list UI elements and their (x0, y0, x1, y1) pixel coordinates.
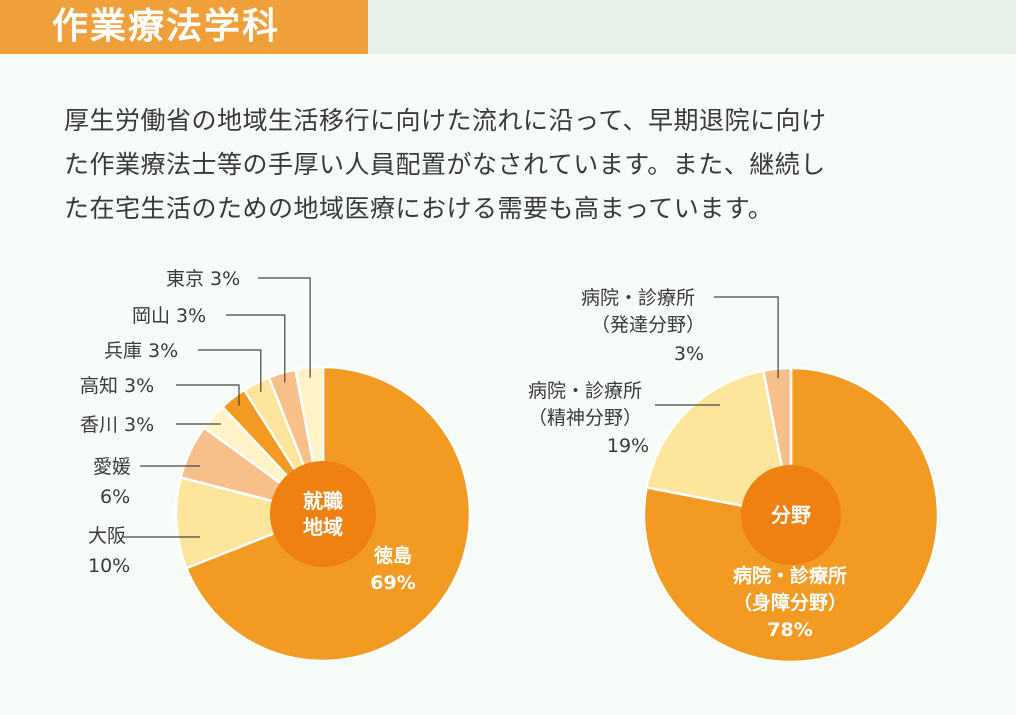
pie1-label-value-0: 69% (370, 572, 415, 594)
pie1-leader-7 (258, 277, 311, 378)
pie2-label-name-1b: （精神分野） (528, 407, 642, 429)
pie1-leader-3 (176, 423, 221, 425)
pie1-label-5: 兵庫 3% (104, 340, 178, 362)
title-bar: 作業療法学科 (0, 0, 368, 54)
pie2-leader-2 (714, 296, 779, 378)
pie1-label-7: 東京 3% (166, 268, 240, 290)
description-paragraph: 厚生労働省の地域生活移行に向けた流れに沿って、早期退院に向け た作業療法士等の手… (64, 99, 984, 231)
pie1-label-value-2: 6% (100, 486, 130, 508)
pie1-label-name-2: 愛媛 (93, 456, 131, 478)
pie1-center-label-1: 地域 (303, 515, 343, 539)
pie1-label-3: 香川 3% (80, 414, 154, 436)
pie1-leader-6 (226, 314, 286, 383)
pie1-label-4: 高知 3% (80, 375, 154, 397)
pie2-center-circle (741, 465, 841, 565)
pie2-label-value-0: 78% (767, 619, 812, 641)
pie2-label-name-1a: 病院・診療所 (528, 380, 642, 402)
pie2-label-value-1: 19% (607, 435, 649, 457)
pie2-label-name-2b: （発達分野） (591, 314, 705, 336)
pie1-center-circle (270, 461, 376, 567)
pie1-center-label-0: 就職 (303, 489, 343, 513)
pie1-label-value-1: 10% (88, 555, 130, 577)
pie1-label-name-1: 大阪 (88, 525, 126, 547)
description-line-2: た作業療法士等の手厚い人員配置がなされています。また、継続し (64, 150, 826, 179)
pie1-label-name-0: 徳島 (373, 544, 412, 567)
pie1-leader-5 (198, 349, 262, 392)
pie2-label-value-2: 3% (674, 343, 704, 365)
pie1-leader-4 (176, 384, 240, 406)
pie2-label-name-0b: （身障分野） (733, 591, 847, 614)
pie1-slice-1 (174, 475, 328, 570)
pie1-label-6: 岡山 3% (132, 305, 206, 327)
description-line-3: た在宅生活のための地域医療における需要も高まっています。 (64, 194, 774, 223)
pie2-slice-1 (645, 369, 793, 517)
pie2-label-name-0a: 病院・診療所 (733, 564, 847, 587)
pie2-label-name-2a: 病院・診療所 (581, 287, 695, 309)
pie-chart-field: 分野病院・診療所（身障分野）78%病院・診療所（精神分野）19%病院・診療所（発… (528, 287, 940, 664)
page-title: 作業療法学科 (52, 6, 281, 47)
description-line-1: 厚生労働省の地域生活移行に向けた流れに沿って、早期退院に向け (64, 106, 827, 135)
pie2-center-label-0: 分野 (771, 503, 811, 527)
